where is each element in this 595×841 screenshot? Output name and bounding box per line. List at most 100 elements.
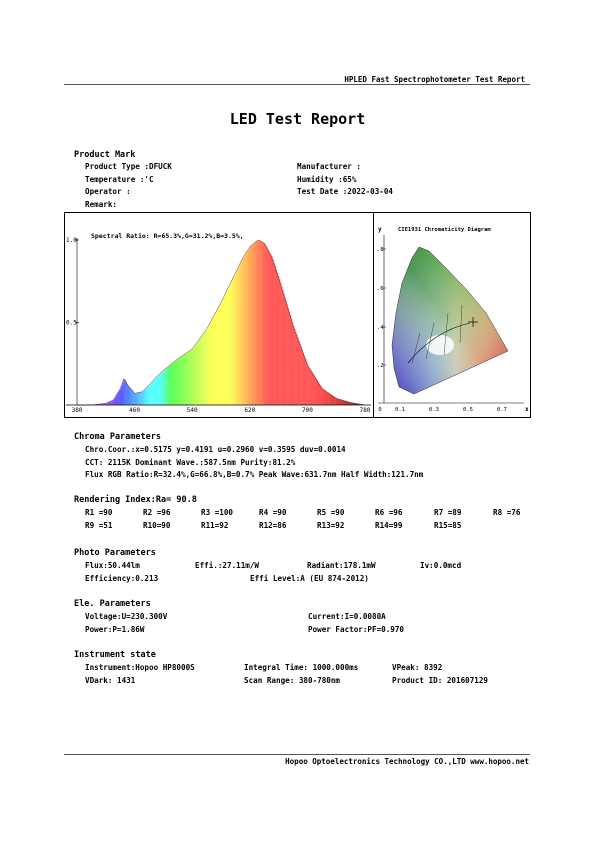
spectrum-bar bbox=[233, 276, 235, 405]
spectrum-bar bbox=[213, 317, 215, 405]
spectrum-bar bbox=[351, 402, 353, 405]
spectrum-bar bbox=[289, 315, 292, 405]
spectrum-bar bbox=[120, 388, 122, 405]
spectrum-bar bbox=[214, 315, 216, 405]
spectrum-bar bbox=[316, 380, 319, 405]
spectrum-bar bbox=[102, 403, 105, 405]
spectrum-bar bbox=[253, 243, 255, 405]
spectral-ratio-label: Spectral Ratio: R=65.3%,G=31.2%,B=3.5%, bbox=[91, 232, 244, 240]
spectrum-bar bbox=[256, 241, 258, 405]
spectrum-bar bbox=[286, 304, 288, 405]
spectrum-x-tick-label: 540 bbox=[187, 407, 198, 414]
rendering-index-value: R5 =90 bbox=[317, 508, 345, 517]
spectrum-bar bbox=[230, 283, 232, 405]
spectrum-bar bbox=[329, 393, 332, 405]
efficacy: Effi.:27.11m/W bbox=[195, 561, 260, 570]
spectrum-bar bbox=[164, 369, 166, 405]
spectrum-bar bbox=[231, 281, 233, 405]
spectrum-bar bbox=[203, 333, 205, 405]
spectrum-bar bbox=[314, 376, 316, 405]
spectrum-bar bbox=[183, 354, 186, 405]
rendering-index-value: R1 =90 bbox=[85, 508, 113, 517]
spectrum-bar bbox=[194, 345, 197, 405]
spectrum-bar bbox=[356, 403, 359, 405]
spectrum-y-tick-label: 1.0 bbox=[66, 237, 77, 244]
spectrum-bar bbox=[201, 336, 203, 405]
spectrum-bar bbox=[239, 265, 241, 405]
scan-range: Scan Range: 380-780nm bbox=[244, 676, 341, 685]
spectrum-bar bbox=[339, 399, 341, 405]
spectrum-bar bbox=[293, 325, 295, 405]
spectrum-bar bbox=[189, 350, 191, 405]
operator: Operator : bbox=[85, 187, 131, 196]
spectrum-bar bbox=[104, 403, 106, 405]
spectrum-bar bbox=[304, 358, 307, 405]
spectrum-chart: Spectral Ratio: R=65.3%,G=31.2%,B=3.5%, … bbox=[66, 232, 371, 414]
spectrum-bar bbox=[111, 400, 113, 405]
spectrum-bar bbox=[302, 352, 305, 405]
spectrum-bar bbox=[241, 261, 243, 405]
spectrum-bar bbox=[348, 401, 350, 405]
spectrum-bar bbox=[181, 356, 184, 405]
spectrum-bar bbox=[114, 397, 117, 405]
spectrum-bar bbox=[237, 267, 240, 405]
spectrum-bar bbox=[142, 390, 145, 405]
spectrum-bar bbox=[318, 383, 321, 405]
isotemperature-lines bbox=[411, 304, 463, 364]
spectrum-bar bbox=[168, 366, 171, 405]
spectrum-bar bbox=[208, 325, 211, 405]
spectrum-bar bbox=[204, 332, 206, 405]
power-factor: Power Factor:PF=0.970 bbox=[308, 625, 405, 634]
rendering-index-value: R15=85 bbox=[434, 521, 462, 530]
spectrum-bar bbox=[315, 378, 318, 405]
spectrum-bar bbox=[354, 403, 356, 405]
spectrum-bar bbox=[128, 386, 131, 405]
rendering-index-value: R6 =96 bbox=[375, 508, 403, 517]
spectrum-bar bbox=[347, 401, 349, 405]
rendering-index-value: R12=86 bbox=[259, 521, 287, 530]
spectrum-bar bbox=[328, 393, 330, 405]
spectrum-bar bbox=[327, 392, 329, 405]
spectrum-bar bbox=[215, 313, 217, 405]
spectrum-bar bbox=[155, 377, 158, 405]
report-header: HPLED Fast Spectrophotometer Test Report bbox=[344, 75, 525, 84]
rendering-index-value: R10=90 bbox=[143, 521, 171, 530]
spectrum-bar bbox=[334, 396, 336, 405]
spectrum-bar bbox=[125, 381, 127, 405]
spectrum-bar bbox=[324, 390, 326, 405]
flux-rgb-ratio: Flux RGB Ratio:R=32.4%,G=66.8%,B=0.7% Pe… bbox=[85, 470, 424, 479]
cie-y-tick-label: .4 bbox=[377, 325, 384, 331]
spectrum-bar bbox=[299, 343, 301, 405]
rendering-index-value: R11=92 bbox=[201, 521, 229, 530]
vpeak: VPeak: 8392 bbox=[392, 663, 443, 672]
spectrum-bar bbox=[109, 401, 111, 405]
integral-time: Integral Time: 1000.000ms bbox=[244, 663, 359, 672]
spectrum-curve bbox=[77, 239, 366, 406]
spectrum-bar bbox=[176, 359, 178, 405]
spectrum-x-tick-label: 380 bbox=[72, 407, 83, 414]
spectrum-bar bbox=[349, 402, 351, 405]
spectrum-bar bbox=[223, 296, 226, 405]
spectrum-bar bbox=[338, 399, 340, 405]
rendering-index-value: R14=99 bbox=[375, 521, 403, 530]
spectrum-bar bbox=[138, 392, 140, 405]
spectrum-bar bbox=[358, 403, 361, 405]
spectrum-bar bbox=[280, 282, 282, 405]
spectrum-bar bbox=[355, 403, 357, 405]
spectrum-chart-frame: Spectral Ratio: R=65.3%,G=31.2%,B=3.5%, … bbox=[64, 212, 375, 418]
spectrum-bar bbox=[308, 366, 310, 405]
cie-y-tick-label: .6 bbox=[377, 286, 384, 292]
spectrum-bar bbox=[273, 262, 275, 405]
product-type: Product Type :DFUCK bbox=[85, 162, 172, 171]
spectrum-bar bbox=[200, 338, 202, 405]
spectrum-bar bbox=[192, 348, 194, 405]
cie-x-tick-label: 0.5 bbox=[463, 407, 473, 413]
spectrum-bar bbox=[269, 252, 271, 405]
spectrum-bar bbox=[264, 244, 267, 405]
spectrum-bar bbox=[110, 401, 112, 405]
spectrum-bar bbox=[266, 246, 268, 405]
rendering-index-value: R3 =100 bbox=[201, 508, 234, 517]
spectrum-bar bbox=[224, 294, 227, 405]
cie-chart: y CIE1931 Chromaticity Diagram .8.6.4.2 … bbox=[377, 226, 529, 413]
cie-white-region bbox=[426, 335, 454, 355]
